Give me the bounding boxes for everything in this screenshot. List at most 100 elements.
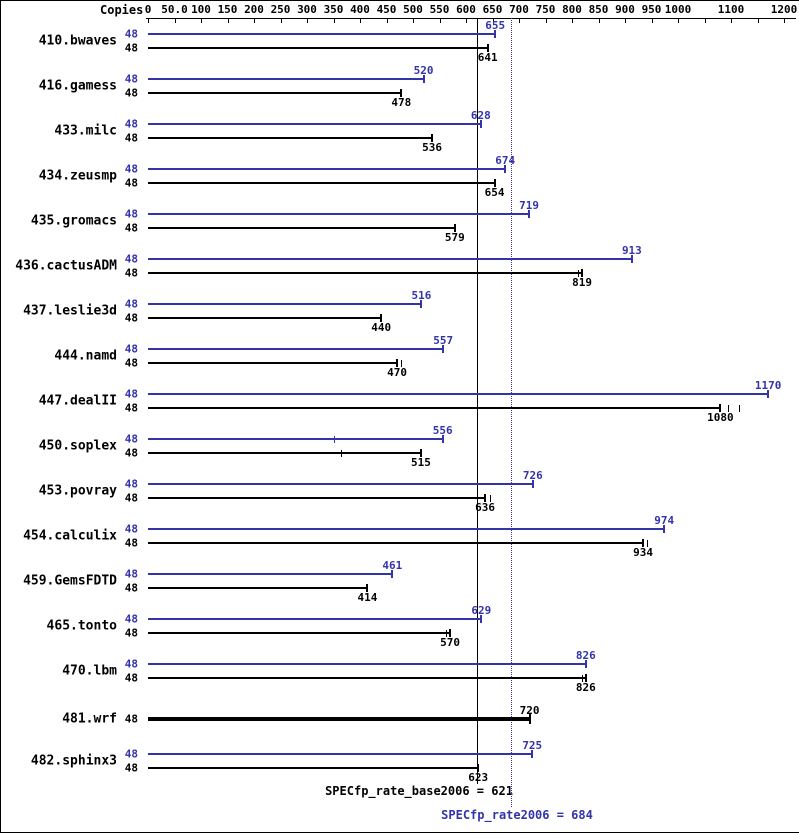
peak-copies-count: 48 (124, 27, 138, 41)
peak-bar-endcap (494, 30, 497, 38)
peak-bar-endcap (480, 615, 483, 623)
peak-bar-endcap (767, 390, 770, 398)
base-bar-endcap (642, 539, 645, 547)
base-bar-endcap (400, 89, 403, 97)
benchmark-name: 410.bwaves (38, 33, 117, 49)
peak-bar (148, 303, 422, 305)
peak-copies-count: 48 (124, 432, 138, 446)
peak-bar-endcap (584, 660, 587, 668)
base-copies-count: 48 (124, 491, 138, 505)
base-copies-count: 48 (124, 671, 138, 685)
peak-bar (148, 483, 533, 485)
peak-value-label: 1170 (754, 379, 782, 392)
base-bar-endcap (431, 134, 434, 142)
peak-copies-count: 48 (124, 657, 138, 671)
peak-bar-endcap (391, 570, 394, 578)
base-bar (148, 92, 402, 94)
base-value-label: 623 (468, 771, 489, 784)
peak-value-label: 628 (470, 109, 491, 122)
x-axis-tick (651, 19, 653, 23)
peak-bar (148, 753, 533, 755)
peak-bar (148, 438, 443, 440)
base-bar (148, 182, 495, 184)
x-axis-tick (625, 19, 626, 23)
base-bar-endcap (396, 359, 399, 367)
x-axis-tick-label: 400 (350, 3, 370, 16)
x-axis-line (146, 18, 796, 19)
x-axis-minor-tick (757, 19, 759, 23)
base-copies-count: 48 (124, 311, 138, 325)
base-value-label: 934 (633, 546, 653, 559)
x-axis-tick-label: 200 (244, 3, 264, 16)
base-mean-line (477, 18, 479, 784)
peak-copies-count: 48 (124, 252, 138, 266)
base-run-mark (578, 269, 580, 277)
x-axis-tick (386, 19, 388, 23)
x-axis-tick-label: 500 (403, 3, 423, 16)
base-value-label: 654 (484, 186, 505, 199)
peak-mean-summary: SPECfp_rate2006 = 684 (441, 808, 593, 822)
peak-value-label: 520 (413, 64, 434, 77)
x-axis-tick (360, 19, 361, 23)
peak-bar (148, 348, 444, 350)
peak-value-label: 974 (654, 514, 675, 527)
base-bar-endcap (493, 179, 496, 187)
base-run-mark (581, 674, 583, 682)
peak-bar (148, 33, 496, 35)
benchmark-name: 482.sphinx3 (30, 753, 117, 769)
base-run-mark (489, 494, 491, 502)
peak-copies-count: 48 (124, 522, 138, 536)
base-bar-endcap (477, 764, 480, 772)
base-value-label: 470 (387, 366, 408, 379)
base-copies-count: 48 (124, 41, 138, 55)
benchmark-name: 459.GemsFDTD (23, 573, 117, 589)
x-axis-tick (254, 19, 255, 23)
peak-copies-count: 48 (124, 207, 138, 221)
base-bar (148, 272, 583, 274)
peak-copies-count: 48 (124, 342, 138, 356)
base-run-mark (728, 404, 730, 412)
base-copies-count: 48 (124, 401, 138, 415)
x-axis-tick-label: 300 (297, 3, 317, 16)
base-value-label: 636 (475, 501, 496, 514)
base-copies-count: 48 (124, 86, 138, 100)
peak-value-label: 725 (522, 739, 543, 752)
base-value-label: 478 (391, 96, 412, 109)
x-axis-tick (280, 19, 282, 23)
base-value-label: 414 (357, 591, 378, 604)
base-copies-count: 48 (124, 626, 138, 640)
base-value-label: 440 (371, 321, 392, 334)
peak-copies-count: 48 (124, 567, 138, 581)
peak-value-label: 826 (575, 649, 596, 662)
x-axis-tick-label: 550 (429, 3, 450, 16)
peak-bar (148, 123, 481, 125)
base-copies-count: 48 (124, 221, 138, 235)
base-value-label: 515 (411, 456, 431, 469)
peak-bar (148, 663, 586, 665)
peak-bar-endcap (479, 120, 482, 128)
base-bar (148, 407, 721, 409)
base-bar (148, 587, 368, 589)
x-axis-tick (572, 19, 573, 23)
base-bar-endcap (719, 404, 722, 412)
peak-bar (148, 168, 506, 170)
single-bar (148, 717, 530, 721)
x-axis-tick (784, 19, 785, 23)
x-axis-tick (201, 19, 202, 23)
x-axis-tick-label: 750 (535, 3, 556, 16)
benchmark-name: 470.lbm (62, 663, 117, 679)
peak-bar (148, 78, 424, 80)
peak-bar-endcap (420, 300, 423, 308)
benchmark-name: 450.soplex (38, 438, 117, 454)
x-axis-minor-tick (704, 19, 706, 23)
peak-bar (148, 528, 665, 530)
x-axis-tick-label: 850 (588, 3, 609, 16)
base-copies-count: 48 (124, 266, 138, 280)
base-value-label: 570 (440, 636, 461, 649)
base-run-mark (647, 539, 649, 547)
base-value-label: 826 (575, 681, 596, 694)
peak-bar-endcap (504, 165, 507, 173)
peak-bar-endcap (531, 480, 534, 488)
base-copies-count: 48 (124, 131, 138, 145)
peak-value-label: 556 (432, 424, 453, 437)
